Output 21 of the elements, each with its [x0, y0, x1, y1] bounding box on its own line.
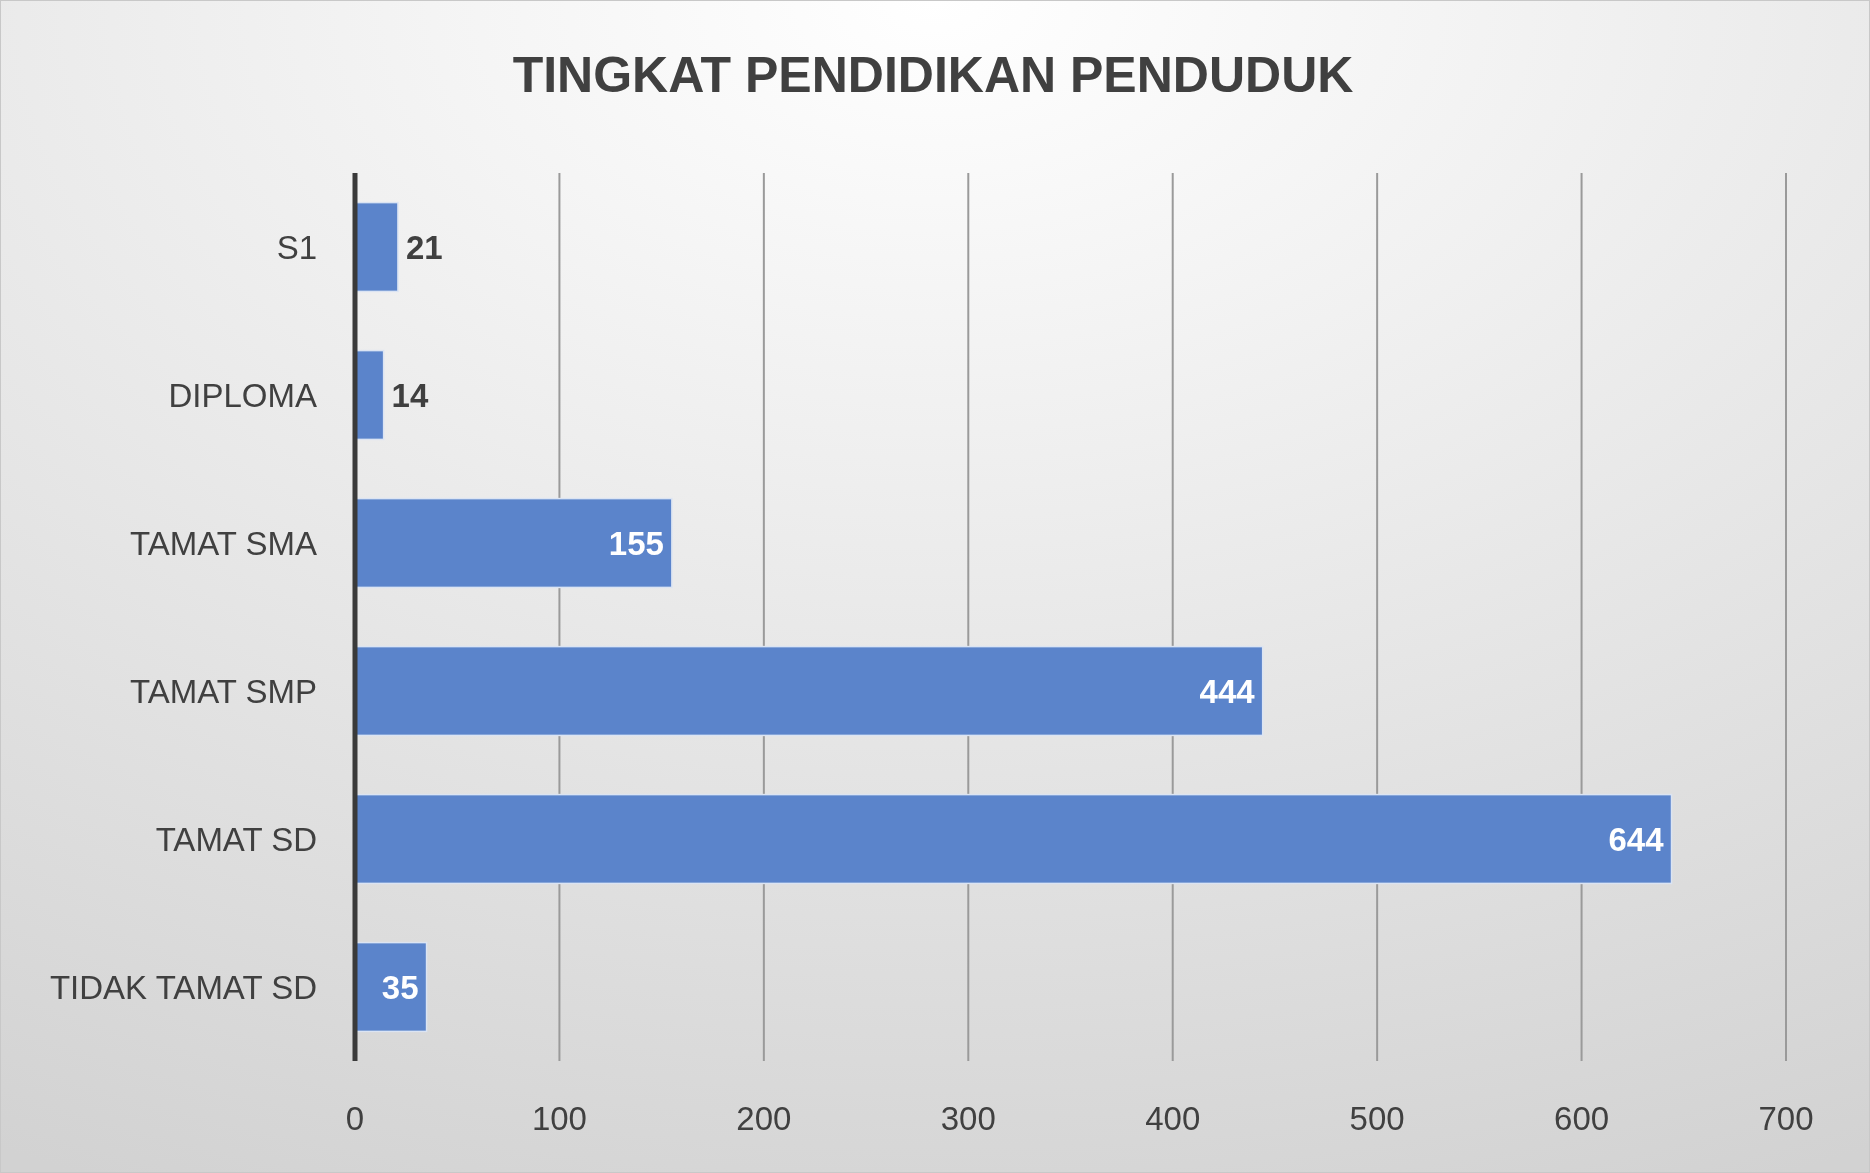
x-tick-label: 200 [736, 1100, 792, 1137]
data-label: 14 [391, 376, 429, 414]
x-tick-label: 700 [1758, 1100, 1814, 1137]
x-tick-label: 600 [1554, 1100, 1610, 1137]
x-tick-label: 300 [940, 1100, 996, 1137]
data-label: 21 [405, 228, 443, 266]
y-tick-label: TAMAT SMA [129, 524, 317, 562]
y-tick-label: TAMAT SD [155, 820, 317, 858]
y-tick-label: S1 [276, 228, 317, 266]
data-label: 644 [1608, 820, 1665, 858]
x-tick-label: 500 [1349, 1100, 1405, 1137]
chart-title: TINGKAT PENDIDIKAN PENDUDUK [512, 47, 1354, 103]
y-tick-label: DIPLOMA [168, 376, 317, 414]
x-tick-label: 400 [1145, 1100, 1201, 1137]
y-tick-label: TAMAT SMP [129, 672, 317, 710]
data-label: 444 [1199, 672, 1256, 710]
data-label: 35 [381, 968, 419, 1006]
x-tick-label: 0 [345, 1100, 365, 1137]
x-tick-label: 100 [531, 1100, 587, 1137]
data-label: 155 [608, 524, 664, 562]
y-tick-label: TIDAK TAMAT SD [49, 968, 317, 1006]
